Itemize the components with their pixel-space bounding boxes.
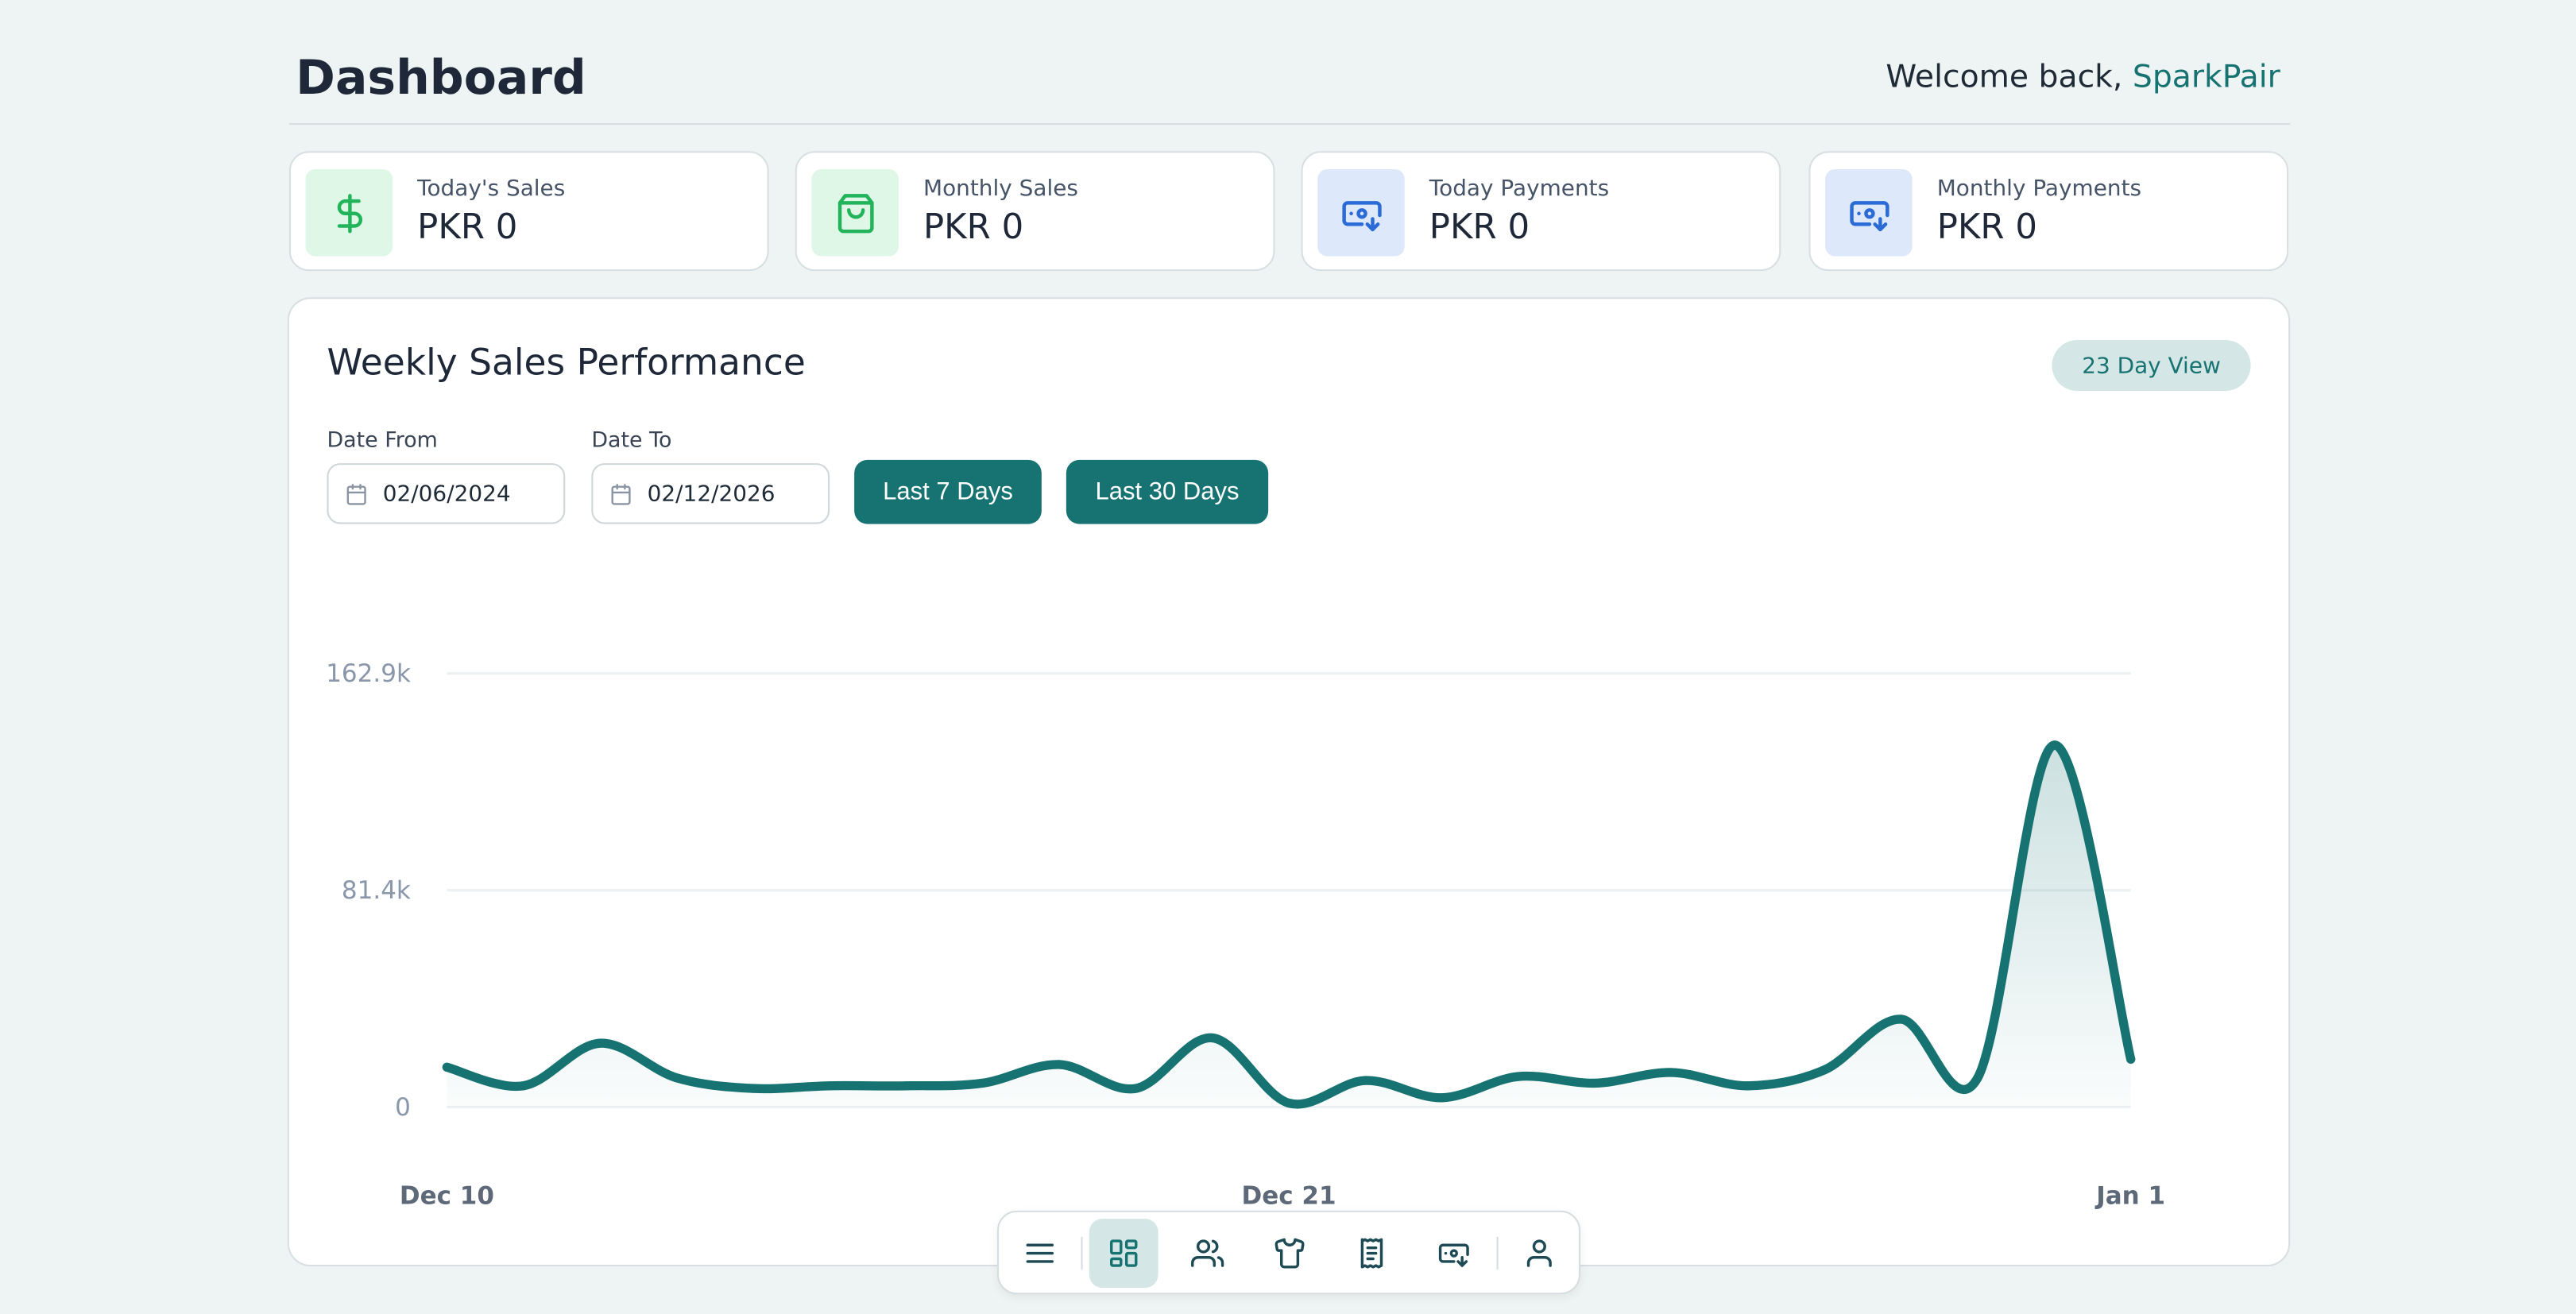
dashboard-icon: [1108, 1237, 1140, 1270]
nav-dashboard[interactable]: [1089, 1219, 1158, 1288]
nav-menu[interactable]: [1005, 1219, 1074, 1288]
data-point[interactable]: [1973, 1073, 1982, 1083]
data-point[interactable]: [1743, 1081, 1753, 1091]
payment-icon: [1317, 168, 1405, 257]
data-point[interactable]: [595, 1038, 605, 1048]
payment-icon: [1437, 1237, 1470, 1270]
nav-payments[interactable]: [1419, 1219, 1488, 1288]
date-from-label: Date From: [327, 428, 438, 454]
payment-icon: [1825, 168, 1913, 257]
stat-card-monthly-payments: Monthly Payments PKR 0: [1808, 151, 2289, 272]
username: SparkPair: [2132, 59, 2280, 95]
y-tick-label: 81.4k: [342, 876, 411, 905]
data-point[interactable]: [1820, 1065, 1829, 1075]
data-point[interactable]: [1284, 1098, 1294, 1108]
date-to-input[interactable]: 02/12/2026: [591, 463, 830, 524]
data-point[interactable]: [1054, 1060, 1064, 1069]
data-point[interactable]: [1131, 1084, 1140, 1093]
data-point[interactable]: [1897, 1014, 1906, 1024]
stat-value: PKR 0: [1936, 207, 2037, 247]
data-point[interactable]: [671, 1073, 681, 1083]
receipt-icon: [1356, 1237, 1388, 1270]
view-badge: 23 Day View: [2052, 339, 2251, 392]
shopping-bag-icon: [811, 168, 899, 257]
users-icon: [1191, 1237, 1224, 1270]
date-from-value: 02/06/2024: [382, 480, 511, 507]
date-from-input[interactable]: 02/06/2024: [327, 463, 566, 524]
stat-card-todays-sales: Today's Sales PKR 0: [288, 151, 769, 272]
data-point[interactable]: [901, 1081, 911, 1091]
data-point[interactable]: [1208, 1033, 1217, 1043]
data-point[interactable]: [1360, 1076, 1370, 1085]
data-point[interactable]: [1590, 1078, 1599, 1088]
dollar-icon: [305, 168, 393, 257]
data-point[interactable]: [748, 1084, 758, 1093]
data-point[interactable]: [1437, 1093, 1447, 1103]
nav-users[interactable]: [1173, 1219, 1242, 1288]
stat-value: PKR 0: [1429, 207, 1530, 247]
data-point[interactable]: [2126, 1054, 2136, 1064]
sales-performance-panel: 0 81.4k 162.9k Dec 10 Dec 21 Jan 1 Weekly Sal…: [287, 297, 2291, 1267]
user-icon: [1523, 1237, 1556, 1270]
panel-title: Weekly Sales Performance: [327, 343, 806, 385]
stat-label: Monthly Payments: [1936, 176, 2142, 203]
last-30-days-button[interactable]: Last 30 Days: [1066, 459, 1269, 524]
date-to-label: Date To: [591, 428, 672, 454]
shirt-icon: [1273, 1237, 1305, 1270]
data-point[interactable]: [825, 1081, 834, 1091]
stat-value: PKR 0: [922, 207, 1024, 247]
data-point[interactable]: [442, 1062, 451, 1072]
x-tick-label: Dec 21: [1241, 1182, 1336, 1211]
date-to-value: 02/12/2026: [647, 480, 776, 507]
data-point[interactable]: [519, 1081, 528, 1091]
nav-invoices[interactable]: [1337, 1219, 1406, 1288]
calendar-icon: [345, 482, 368, 505]
y-tick-label: 162.9k: [326, 659, 411, 688]
nav-profile[interactable]: [1505, 1219, 1574, 1288]
y-tick-label: 0: [395, 1093, 411, 1122]
sales-chart: 0 81.4k 162.9k Dec 10 Dec 21 Jan 1: [326, 659, 2165, 1211]
stat-label: Today's Sales: [417, 176, 566, 203]
x-tick-label: Dec 10: [400, 1182, 494, 1211]
page-title: Dashboard: [296, 49, 586, 106]
data-point[interactable]: [2049, 740, 2059, 750]
last-7-days-button[interactable]: Last 7 Days: [854, 459, 1042, 524]
stat-value: PKR 0: [417, 207, 518, 247]
stat-card-today-payments: Today Payments PKR 0: [1301, 151, 1781, 272]
header: Dashboard Welcome back, SparkPair: [288, 46, 2291, 126]
data-point[interactable]: [1514, 1072, 1523, 1081]
chart-area: [447, 744, 2131, 1107]
welcome-prefix: Welcome back,: [1886, 59, 2133, 95]
nav-products[interactable]: [1255, 1219, 1325, 1288]
bottom-nav: [997, 1210, 1581, 1295]
welcome-message: Welcome back, SparkPair: [1886, 59, 2280, 95]
stat-card-monthly-sales: Monthly Sales PKR 0: [795, 151, 1275, 272]
data-point[interactable]: [978, 1078, 988, 1088]
data-point[interactable]: [1667, 1068, 1677, 1077]
x-tick-label: Jan 1: [2094, 1182, 2165, 1211]
stat-label: Today Payments: [1429, 176, 1610, 203]
calendar-icon: [609, 482, 632, 505]
stat-label: Monthly Sales: [922, 176, 1078, 203]
menu-icon: [1023, 1237, 1056, 1270]
